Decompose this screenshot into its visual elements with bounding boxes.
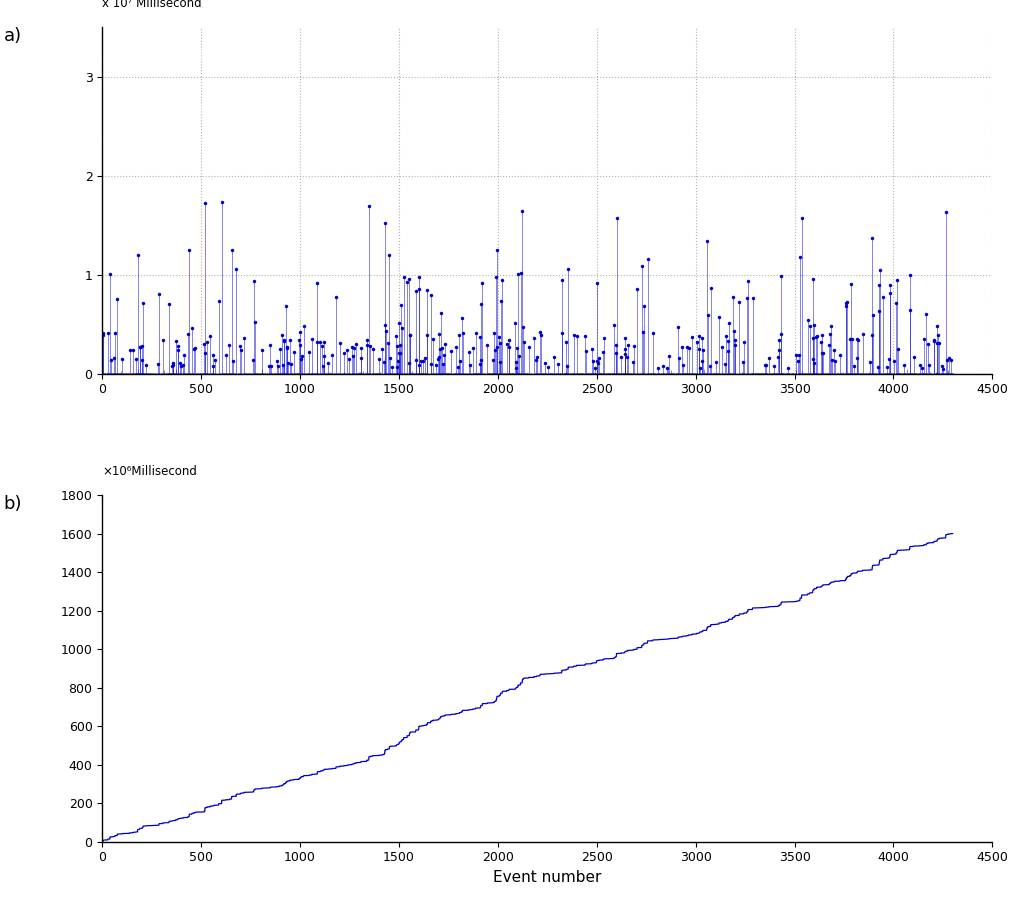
Text: a): a): [4, 27, 23, 45]
Text: ×10⁶Millisecond: ×10⁶Millisecond: [102, 465, 197, 478]
X-axis label: Event number: Event number: [493, 870, 602, 885]
Text: x 10⁷ Millisecond: x 10⁷ Millisecond: [102, 0, 202, 10]
Text: b): b): [4, 495, 23, 513]
